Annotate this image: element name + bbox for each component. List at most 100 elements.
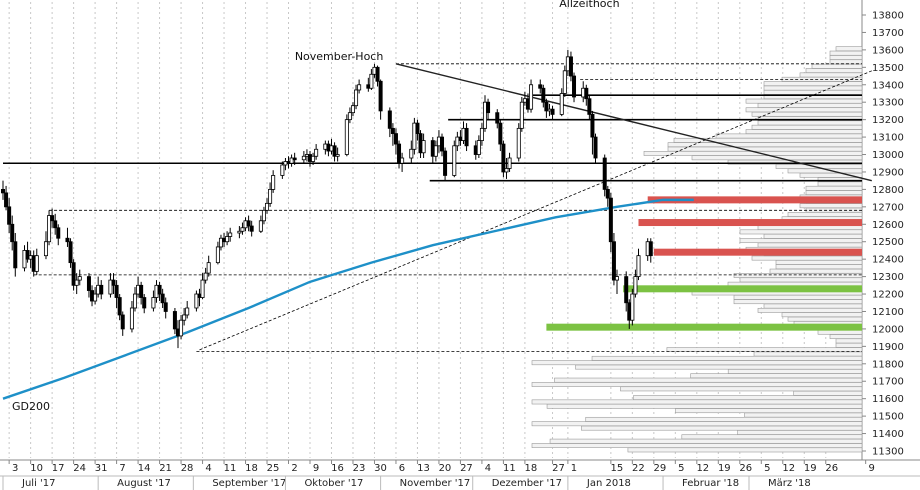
volume-profile-bar (591, 355, 863, 361)
y-tick-label: 13500 (872, 63, 904, 74)
candle-body (572, 75, 577, 98)
candle-body (636, 255, 641, 277)
volume-profile-bar (769, 268, 863, 274)
candle-body (129, 307, 134, 330)
candle-body (194, 293, 199, 309)
volume-profile-bar (620, 386, 863, 392)
candle-body (43, 241, 48, 257)
candle-body (206, 262, 211, 274)
candle-body (648, 241, 653, 257)
volume-profile-bar (757, 120, 863, 126)
candle-body (559, 93, 564, 115)
candle-body (25, 250, 30, 260)
volume-profile-bar (745, 107, 863, 113)
candle-body (142, 297, 147, 309)
volume-profile-bar (829, 59, 863, 65)
volume-profile-bar (805, 68, 863, 73)
candle-body (605, 188, 610, 199)
volume-profile-bar (751, 111, 863, 117)
candle-body (200, 279, 205, 298)
volume-profile-bar (667, 146, 863, 152)
volume-profile-bar (531, 399, 863, 405)
candle-body (397, 143, 402, 164)
y-tick-label: 12300 (872, 272, 904, 283)
x-tick-label: 12 (696, 463, 709, 474)
candle-body (0, 188, 6, 194)
x-tick-label: 11 (224, 463, 237, 474)
candle-body (218, 237, 223, 248)
volume-profile-bar (781, 312, 863, 318)
volume-profile-bar (835, 342, 863, 348)
x-axis: 3 10 17 24 31 7 14 21 28 4 11 18 25 2 9 16 23 30 6 13 20 27 4 1… (0, 460, 920, 490)
x-tick-label: 17 (52, 463, 65, 474)
y-tick-label: 12500 (872, 237, 904, 248)
x-tick-label: 21 (159, 463, 172, 474)
y-tick-label: 12400 (872, 255, 904, 266)
volume-profile-bar (667, 142, 863, 148)
x-tick-label: 10 (30, 463, 43, 474)
candle-body (544, 101, 549, 112)
candle-body (74, 279, 79, 286)
x-tick-label: 25 (267, 463, 280, 474)
volume-profile-bar (751, 124, 863, 130)
volume-profile-bar (775, 260, 863, 265)
volume-profile-bar (829, 50, 863, 56)
candle-body (151, 297, 156, 309)
x-tick-label: 27 (460, 463, 473, 474)
zones-layer (546, 196, 862, 331)
candle-body (409, 148, 414, 159)
y-tick-label: 13700 (872, 28, 904, 39)
month-label: Dezember '17 (492, 478, 562, 489)
y-tick-label: 13600 (872, 45, 904, 56)
candle-body (311, 155, 316, 162)
volume-profile-bar (775, 264, 863, 270)
volume-profile-bar (733, 294, 863, 300)
candle-body (455, 136, 460, 147)
candle-body (258, 220, 263, 232)
month-label: August '17 (117, 478, 171, 489)
candle-body (516, 127, 521, 159)
x-tick-label: 4 (205, 463, 211, 474)
trendline (395, 63, 872, 182)
x-tick-label: 22 (632, 463, 645, 474)
candle-body (495, 112, 500, 124)
volume-profile-bar (531, 382, 863, 387)
candle-body (249, 225, 254, 232)
moving-average-layer (2, 198, 694, 400)
y-tick-label: 12900 (872, 167, 904, 178)
annotation-label: November-Hoch (295, 50, 384, 63)
volume-profile-bar (763, 233, 863, 239)
volume-profile-bar (799, 72, 863, 78)
volume-profile-bar (763, 89, 863, 95)
candle-body (65, 237, 70, 243)
candle-body (538, 84, 543, 89)
candle-body (68, 241, 73, 264)
annotation-label: GD200 (12, 400, 50, 413)
candle-body (624, 276, 629, 304)
volume-profile-bar (757, 225, 863, 230)
y-tick-label: 11300 (872, 447, 904, 458)
candle-body (99, 284, 104, 295)
y-tick-label: 11900 (872, 342, 904, 353)
candle-body (237, 230, 242, 234)
annotations-layer: November-Hoch Allzeithoch GD200 (12, 0, 620, 413)
y-tick-label: 12800 (872, 185, 904, 196)
candle-body (108, 279, 113, 295)
x-tick-label: 1 (571, 463, 577, 474)
candle-body (611, 241, 616, 281)
volume-profile-bar (739, 229, 863, 235)
candle-body (568, 56, 573, 77)
candle-body (7, 206, 12, 225)
volume-profile-bar (733, 273, 863, 278)
volume-profile-bar (549, 438, 863, 444)
y-tick-label: 12000 (872, 324, 904, 335)
candles-layer (0, 49, 653, 349)
candle-body (602, 157, 607, 190)
candle-body (584, 87, 589, 100)
candle-body (630, 293, 635, 321)
candle-body (71, 262, 76, 286)
volume-profile-bar (763, 85, 863, 91)
y-tick-label: 13300 (872, 98, 904, 109)
candle-body (498, 122, 503, 145)
y-tick-label: 11700 (872, 377, 904, 388)
